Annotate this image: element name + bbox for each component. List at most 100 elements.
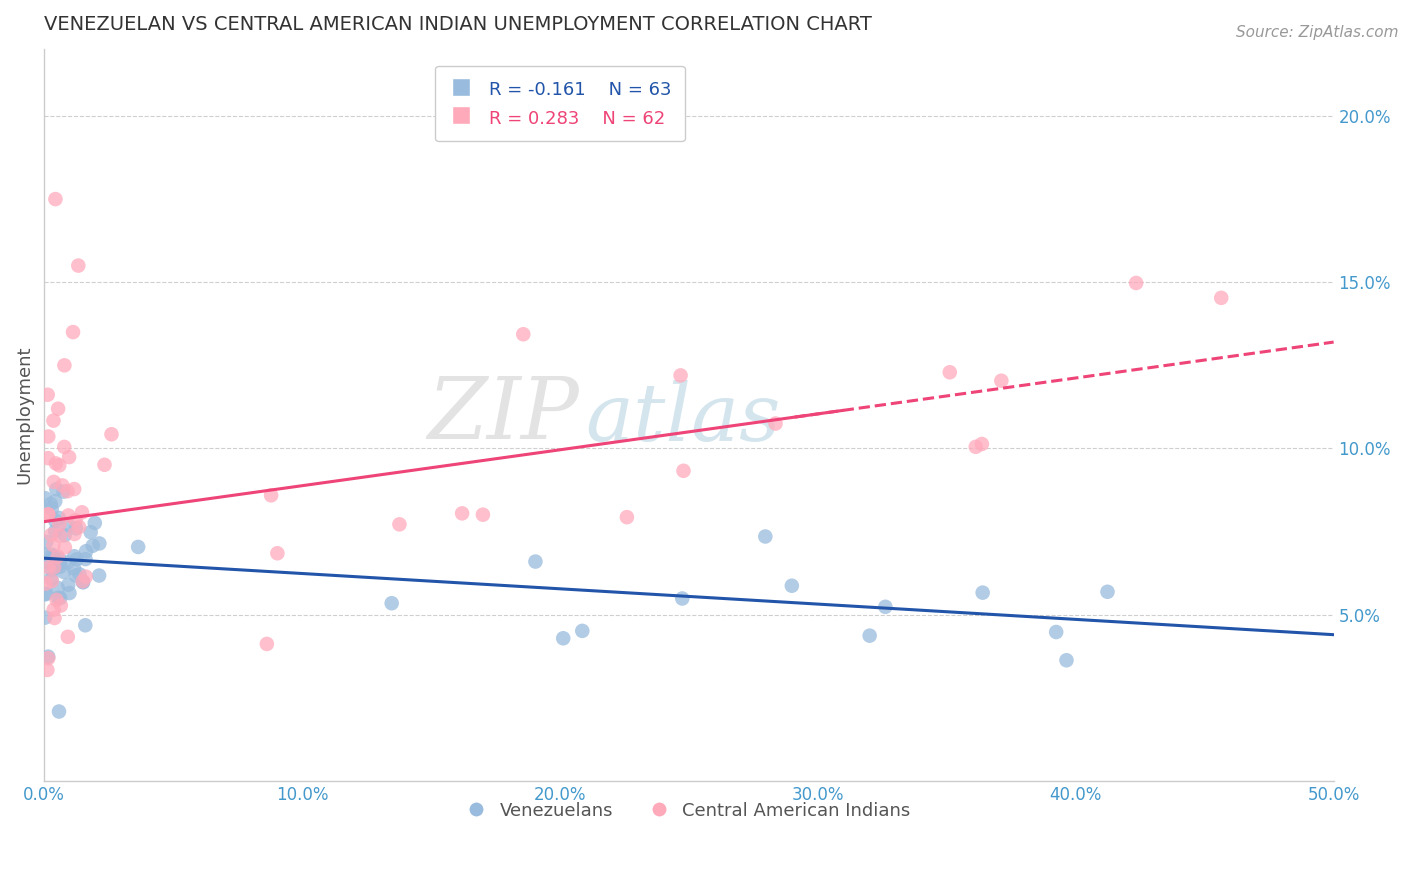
Point [45,593,67,607]
Point [471,508,494,522]
Point [72,574,94,589]
Point [51,478,73,492]
Point [46,581,69,595]
Point [1045,625,1067,640]
Point [53,528,76,542]
Point [41,563,63,577]
Point [58,508,80,523]
Point [48,705,70,719]
Point [44,514,66,528]
Point [256,637,278,651]
Point [63,527,86,541]
Point [41,572,63,586]
Point [35,587,58,601]
Point [45,457,67,471]
Point [672,464,695,478]
Point [571,624,593,638]
Point [87,568,110,582]
Point [42,602,65,616]
Point [62,325,84,339]
Point [37,508,59,522]
Text: Source: ZipAtlas.com: Source: ZipAtlas.com [1236,25,1399,40]
Point [42,538,65,552]
Point [83,516,105,530]
Point [53,440,76,454]
Point [260,488,283,502]
Point [970,437,993,451]
Point [49,557,72,571]
Point [42,414,65,428]
Point [49,529,72,543]
Point [1097,584,1119,599]
Point [34,576,56,591]
Point [70,505,93,519]
Point [765,417,787,431]
Point [38,555,60,569]
Point [451,507,474,521]
Point [65,568,87,582]
Point [512,327,534,342]
Point [44,494,66,508]
Point [56,517,79,532]
Point [56,556,79,570]
Point [82,539,104,553]
Point [72,575,94,590]
Point [965,440,987,454]
Point [37,651,59,665]
Point [63,482,86,496]
Point [34,610,56,624]
Point [44,524,66,539]
Point [1211,291,1233,305]
Point [616,510,638,524]
Point [41,548,63,562]
Point [46,591,69,605]
Point [34,491,56,506]
Point [45,482,67,496]
Point [66,552,89,566]
Point [37,429,59,443]
Point [972,585,994,599]
Point [44,192,66,206]
Point [48,517,70,532]
Point [37,388,59,402]
Point [52,565,75,579]
Point [52,484,75,499]
Point [669,368,692,383]
Point [939,365,962,379]
Point [67,520,90,534]
Point [49,591,72,605]
Point [1125,276,1147,290]
Point [89,536,111,550]
Point [63,561,86,575]
Point [34,548,56,562]
Point [46,401,69,416]
Point [39,497,62,511]
Point [34,587,56,601]
Point [75,569,97,583]
Point [553,632,575,646]
Point [58,578,80,592]
Point [875,599,897,614]
Point [754,529,776,543]
Point [93,458,115,472]
Point [381,596,404,610]
Point [48,511,70,525]
Point [41,501,63,516]
Point [37,451,59,466]
Point [48,458,70,473]
Point [37,663,59,677]
Point [524,555,547,569]
Point [49,559,72,574]
Point [67,259,90,273]
Point [75,544,97,558]
Point [53,359,76,373]
Point [44,611,66,625]
Point [37,649,59,664]
Point [75,618,97,632]
Point [65,513,87,527]
Legend: Venezuelans, Central American Indians: Venezuelans, Central American Indians [460,795,918,827]
Point [100,427,122,442]
Point [58,450,80,464]
Point [75,552,97,566]
Point [53,541,76,555]
